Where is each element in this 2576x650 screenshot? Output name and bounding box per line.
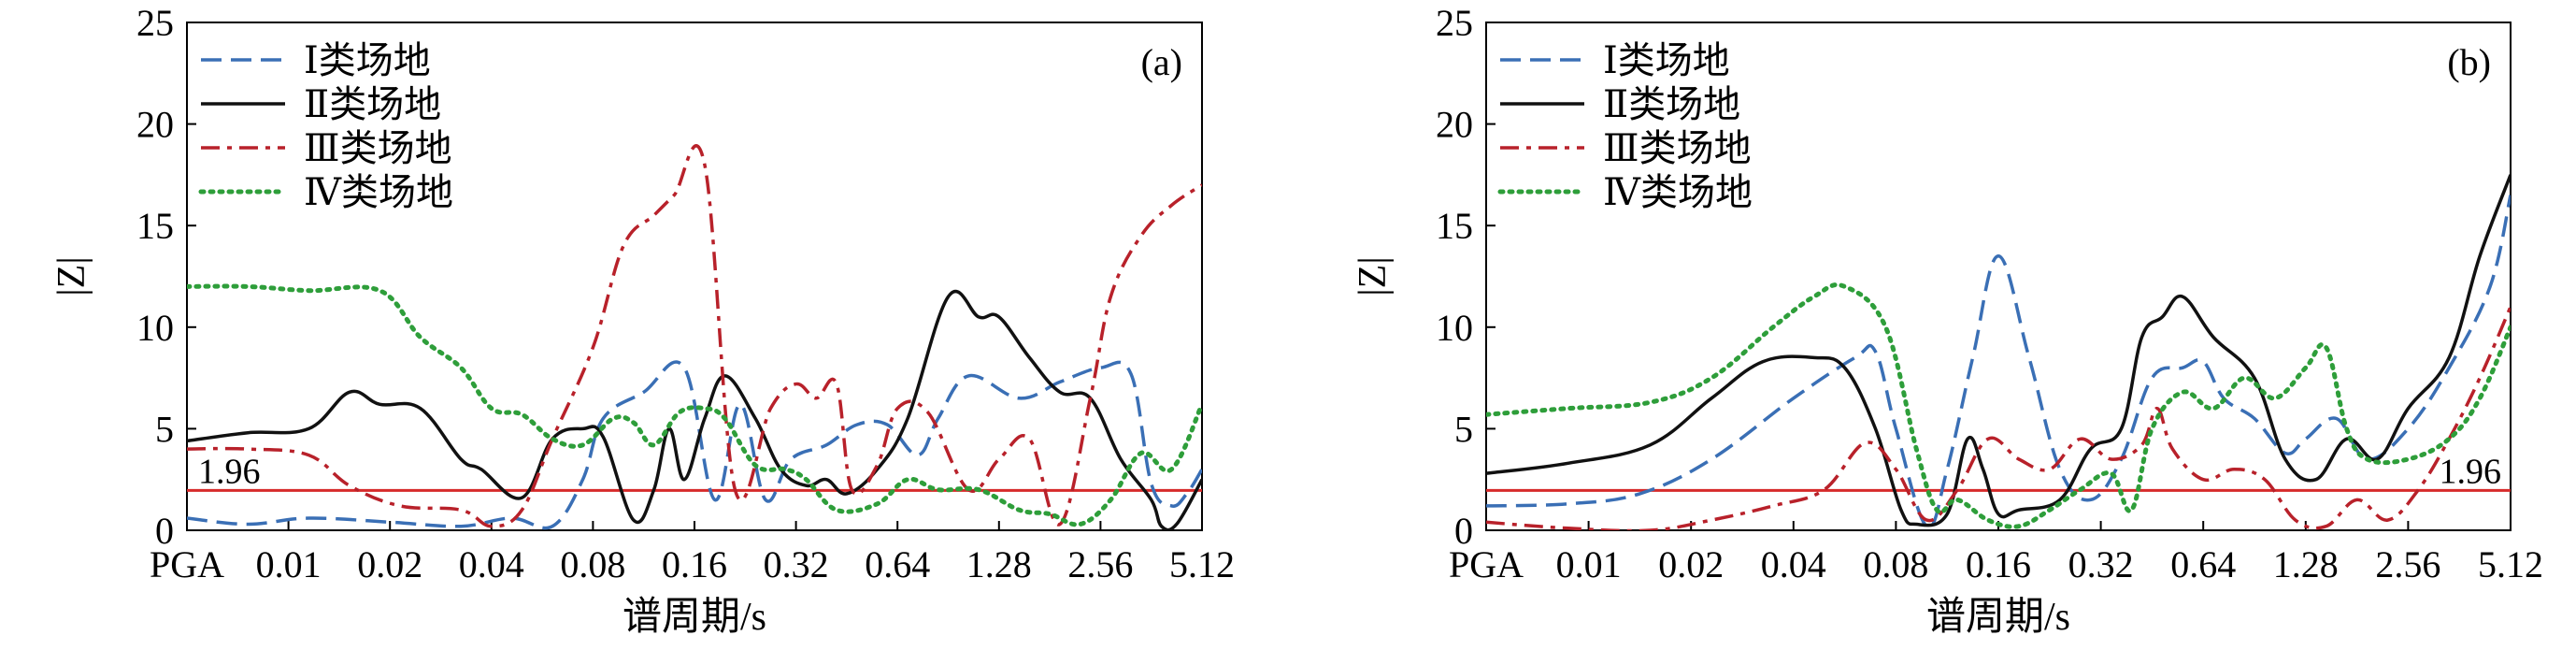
series-line-3 [187, 144, 1202, 528]
x-tick-label: 0.04 [459, 543, 524, 585]
series-line-1 [187, 360, 1202, 530]
series-line-3 [1486, 306, 2511, 530]
y-tick-label: 20 [136, 104, 174, 146]
legend-label-2: Ⅱ类场地 [304, 83, 441, 125]
series-line-2 [1486, 174, 2511, 527]
series-group [187, 144, 1202, 530]
y-tick-label: 0 [155, 510, 174, 552]
x-tick-label: 0.01 [1556, 543, 1622, 585]
legend-label-1: Ⅰ类场地 [1603, 39, 1730, 81]
legend-label-4: Ⅳ类场地 [1603, 171, 1753, 213]
x-tick-label: 2.56 [2375, 543, 2440, 585]
y-tick-label: 0 [1454, 510, 1473, 552]
legend-label-3: Ⅲ类场地 [1603, 127, 1752, 169]
x-tick-label: PGA [150, 543, 224, 585]
chart-panel-b: 0 5 10 15 20 25 PGA 0.01 0.02 0.04 0.08 0.16 0.32 0.6… [1352, 2, 2543, 639]
y-axis-label: |Z| [1352, 256, 1395, 296]
x-tick-label: 0.02 [1658, 543, 1724, 585]
y-tick-label: 15 [1436, 205, 1473, 247]
panel-label: (a) [1141, 41, 1182, 83]
x-tick-label: 0.02 [357, 543, 422, 585]
y-axis-label: |Z| [50, 256, 93, 296]
x-axis-label: 谱周期/s [1926, 596, 2070, 639]
y-tick-label: 25 [1436, 2, 1473, 44]
x-tick-label: 0.08 [560, 543, 625, 585]
x-tick-label: 0.04 [1761, 543, 1826, 585]
chart-panel-a: 0 5 10 15 20 25 PGA 0.01 0.02 0.04 0.08 0.16 0.32 0.6… [50, 2, 1235, 639]
x-tick-label: 0.32 [2068, 543, 2134, 585]
series-line-4 [187, 283, 1202, 527]
series-line-4 [1486, 282, 2511, 529]
series-group [1486, 174, 2511, 530]
y-tick-label: 20 [1436, 104, 1473, 146]
y-tick-label: 10 [136, 307, 174, 349]
x-tick-label: 2.56 [1067, 543, 1133, 585]
reference-line-label: 1.96 [2440, 452, 2502, 491]
x-tick-label: 5.12 [1169, 543, 1235, 585]
series-line-2 [187, 289, 1202, 530]
x-tick-label: 0.01 [256, 543, 322, 585]
legend-label-3: Ⅲ类场地 [304, 127, 452, 169]
x-tick-label: 0.16 [1966, 543, 2031, 585]
legend-label-2: Ⅱ类场地 [1603, 83, 1740, 125]
y-tick-label: 15 [136, 205, 174, 247]
x-tick-label: PGA [1449, 543, 1524, 585]
x-tick-label: 1.28 [966, 543, 1032, 585]
x-tick-label: 0.16 [662, 543, 727, 585]
x-tick-label: 0.32 [764, 543, 829, 585]
x-tick-label: 5.12 [2478, 543, 2543, 585]
series-line-1 [1486, 195, 2511, 529]
panel-label: (b) [2447, 41, 2491, 83]
reference-line-label: 1.96 [198, 452, 261, 491]
legend-label-4: Ⅳ类场地 [304, 171, 453, 213]
x-tick-label: 0.64 [2170, 543, 2236, 585]
x-tick-label: 0.08 [1863, 543, 1928, 585]
y-tick-label: 25 [136, 2, 174, 44]
legend-label-1: Ⅰ类场地 [304, 39, 431, 81]
x-axis-label: 谱周期/s [623, 596, 766, 639]
y-tick-label: 5 [155, 408, 174, 450]
y-tick-label: 10 [1436, 307, 1473, 349]
x-tick-label: 0.64 [865, 543, 930, 585]
x-tick-label: 1.28 [2273, 543, 2339, 585]
y-tick-label: 5 [1454, 408, 1473, 450]
